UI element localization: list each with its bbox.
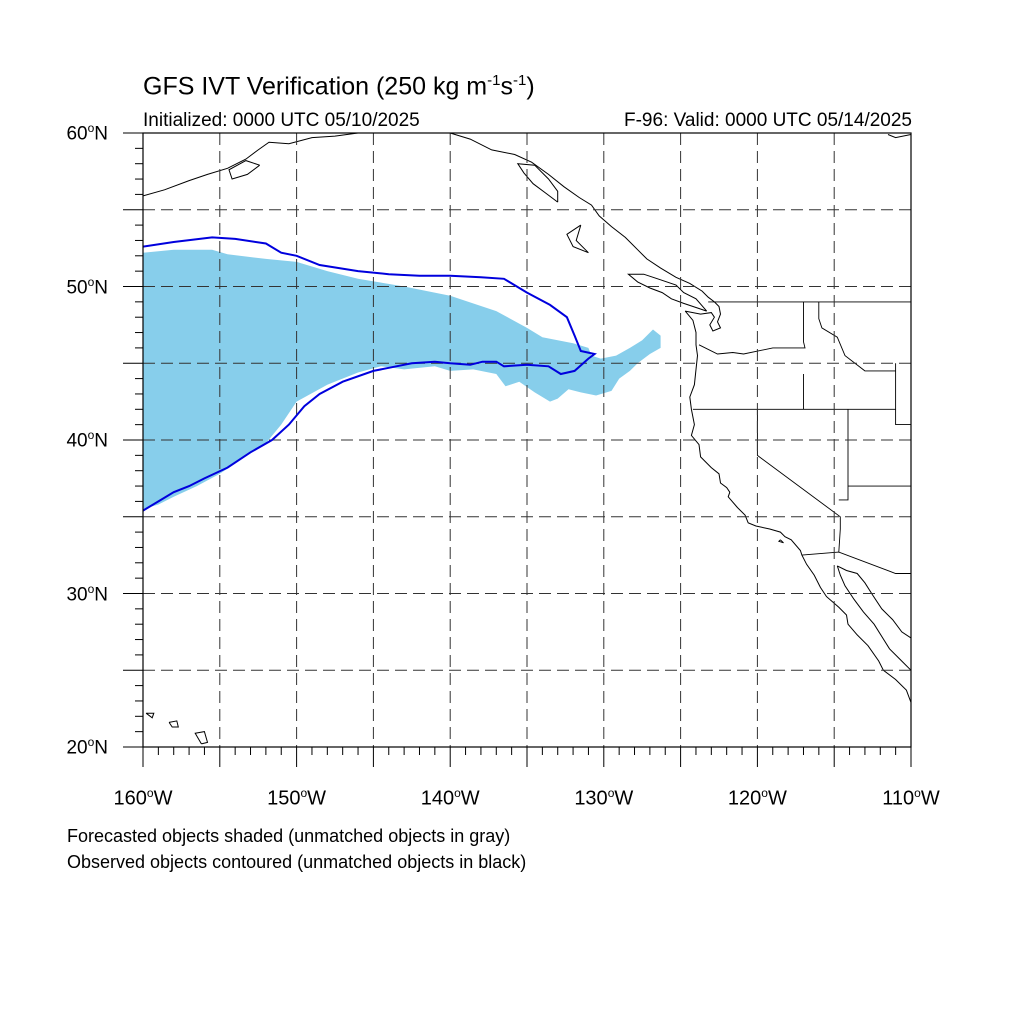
latitude-label: 30oN [66, 581, 108, 605]
longitude-label: 160oW [113, 786, 173, 810]
longitude-label: 130oW [574, 786, 634, 810]
latitude-label: 40oN [66, 428, 108, 452]
state-border [838, 409, 849, 501]
state-border [801, 551, 911, 574]
state-border [756, 409, 841, 553]
state-border [698, 301, 806, 355]
state-border [895, 363, 911, 426]
coastline [627, 273, 708, 312]
footnote-forecast: Forecasted objects shaded (unmatched obj… [67, 826, 511, 846]
coastline [516, 163, 559, 203]
coastline [143, 133, 359, 197]
coastline-layer [143, 133, 911, 745]
coastline [887, 134, 911, 139]
coastline [194, 731, 209, 745]
latitude-label: 20oN [66, 735, 108, 759]
coastline [228, 160, 260, 180]
state-border [818, 301, 896, 372]
initialized-time: Initialized: 0000 UTC 05/10/2025 [143, 110, 420, 131]
tick-layer [123, 132, 912, 767]
forecast-layer [143, 249, 661, 510]
longitude-label: 110oW [882, 786, 940, 810]
longitude-label: 150oW [267, 786, 327, 810]
border-layer [692, 301, 911, 574]
coastline [836, 565, 911, 671]
longitude-label: 120oW [727, 786, 787, 810]
valid-time: F-96: Valid: 0000 UTC 05/14/2025 [624, 110, 912, 131]
gridline-layer [143, 133, 911, 747]
coastline [837, 565, 911, 639]
forecast-object-shaded [143, 249, 661, 510]
coastline [777, 539, 784, 544]
latitude-label: 50oN [66, 274, 108, 298]
latitude-label: 60oN [66, 121, 108, 145]
coastline [685, 301, 722, 332]
coastline [684, 310, 911, 703]
observed-object-contour [143, 236, 597, 512]
coastline [168, 720, 179, 728]
observed-layer [143, 236, 597, 512]
coastline [145, 712, 155, 719]
plot-frame [142, 132, 912, 748]
longitude-label: 140oW [420, 786, 480, 810]
footnote-observed: Observed objects contoured (unmatched ob… [67, 852, 527, 872]
coastline [566, 224, 589, 254]
map-title: GFS IVT Verification (250 kg m-1s-1) [143, 72, 535, 101]
coastline [450, 133, 715, 303]
